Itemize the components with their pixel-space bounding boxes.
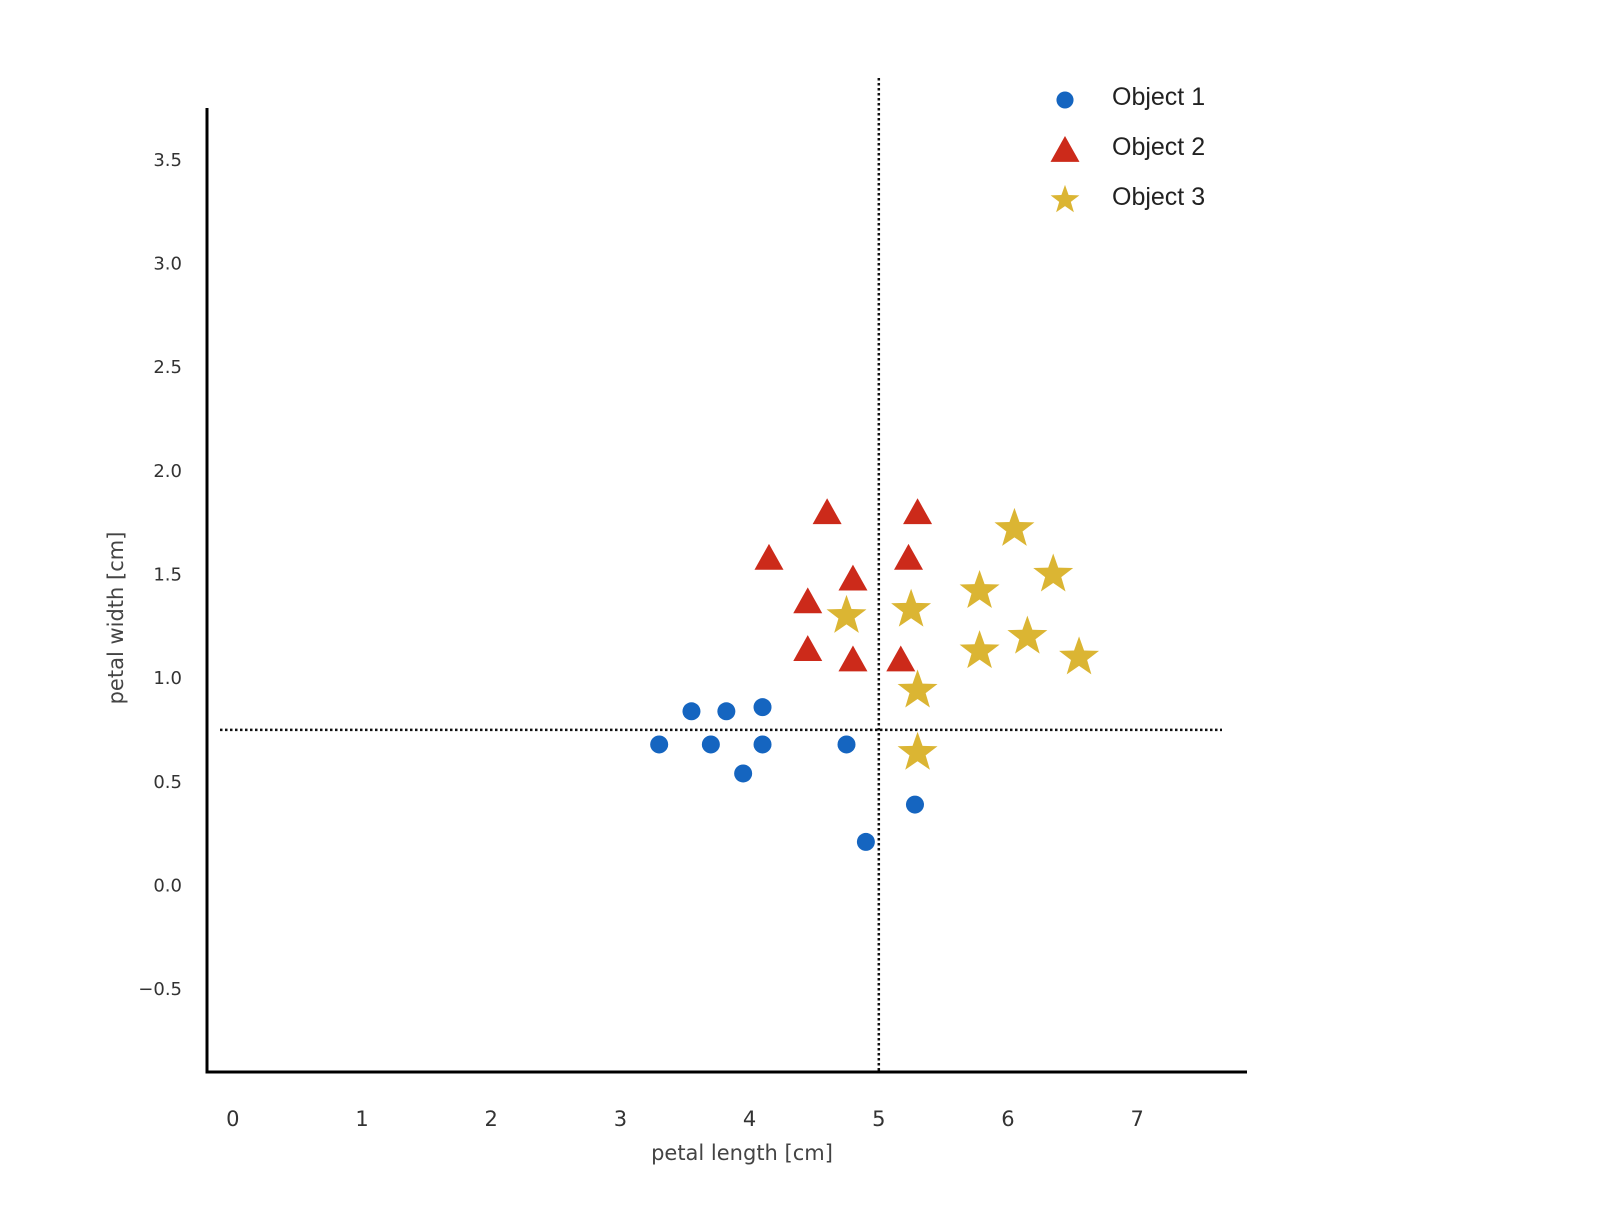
triangle-point — [793, 587, 823, 614]
triangle-point — [894, 543, 924, 570]
triangle-point — [903, 498, 933, 525]
reference-lines — [220, 78, 1222, 1072]
y-axis-label: petal width [cm] — [104, 532, 128, 705]
star-point — [897, 669, 938, 708]
x-tick-label: 0 — [226, 1107, 239, 1131]
circle-point — [682, 702, 701, 721]
x-tick-label: 1 — [355, 1107, 368, 1131]
star-point — [959, 570, 1000, 609]
legend-triangle-icon — [1050, 136, 1080, 162]
x-tick-label: 4 — [743, 1107, 756, 1131]
y-tick-label: 0.0 — [153, 875, 182, 896]
data-points — [650, 498, 1100, 851]
star-point — [891, 588, 932, 627]
star-point — [994, 507, 1035, 546]
series-1 — [650, 698, 924, 851]
legend: Object 1 Object 2 Object 3 — [1050, 83, 1205, 213]
circle-point — [753, 698, 772, 717]
circle-point — [856, 832, 875, 851]
triangle-point — [886, 645, 916, 672]
y-tick-label: −0.5 — [138, 979, 182, 1000]
series-3 — [826, 507, 1100, 770]
x-tick-label: 3 — [614, 1107, 627, 1131]
circle-point — [701, 735, 720, 754]
circle-point — [753, 735, 772, 754]
star-point — [1033, 553, 1074, 592]
circle-point — [837, 735, 856, 754]
y-tick-label: 3.0 — [153, 253, 182, 274]
x-tick-label: 5 — [872, 1107, 885, 1131]
legend-star-icon — [1050, 184, 1080, 213]
x-tick-label: 6 — [1001, 1107, 1014, 1131]
star-point — [826, 594, 867, 633]
triangle-point — [838, 645, 868, 672]
circle-point — [650, 735, 669, 754]
circle-point — [734, 764, 753, 783]
y-tick-label: 1.0 — [153, 668, 182, 689]
x-axis-label: petal length [cm] — [651, 1141, 833, 1165]
star-point — [1059, 636, 1100, 675]
y-tick-label: 1.5 — [153, 564, 182, 585]
triangle-point — [793, 635, 823, 661]
star-point — [959, 630, 1000, 669]
triangle-point — [754, 543, 784, 570]
y-tick-label: 0.5 — [153, 772, 182, 793]
legend-circle-icon — [1056, 91, 1074, 109]
x-tick-label: 2 — [485, 1107, 498, 1131]
y-tick-label: 2.0 — [153, 461, 182, 482]
series-2 — [754, 498, 933, 672]
star-point — [1007, 615, 1048, 654]
triangle-point — [812, 498, 842, 525]
star-point — [897, 731, 938, 770]
legend-label: Object 3 — [1112, 183, 1205, 211]
legend-label: Object 2 — [1112, 133, 1205, 161]
tick-labels: 0 1 2 3 4 5 6 7 −0.5 0.0 0.5 1.0 1.5 2.0 2.5 3.0 3.5 — [138, 150, 1144, 1131]
y-tick-label: 2.5 — [153, 357, 182, 378]
axes — [205, 108, 1247, 1074]
legend-label: Object 1 — [1112, 83, 1205, 111]
triangle-point — [838, 564, 868, 591]
x-tick-label: 7 — [1130, 1107, 1143, 1131]
circle-point — [905, 795, 924, 814]
y-tick-label: 3.5 — [153, 150, 182, 171]
circle-point — [717, 702, 736, 721]
